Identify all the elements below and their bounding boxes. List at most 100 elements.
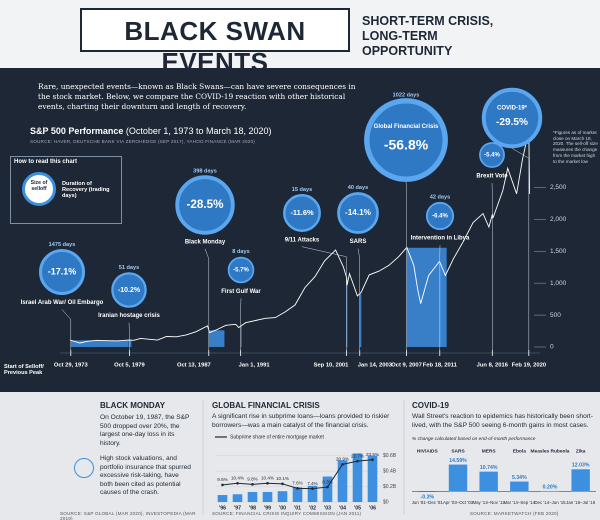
share-label: 9.8%: [247, 477, 257, 482]
how-to-read-title: How to read this chart: [14, 159, 78, 165]
selloff-bubble: [38, 248, 86, 296]
recovery-band: [70, 340, 129, 347]
x-tick-label: '96: [219, 505, 226, 511]
bar: [277, 491, 288, 502]
bar: [510, 481, 529, 492]
legend-bubble: [22, 172, 56, 206]
share-point: [311, 487, 314, 490]
selloff-label: -29.5%: [496, 117, 528, 128]
share-point: [296, 487, 299, 490]
how-to-read-box: [10, 156, 122, 224]
bar: [337, 460, 348, 502]
x-tick-label: Feb 19, 2020: [512, 363, 546, 369]
x-tick-label: '05: [354, 505, 361, 511]
x-tick-label: '00: [279, 505, 286, 511]
bar: [418, 491, 437, 492]
event-name: Black Monday: [185, 239, 226, 245]
leader-line: [405, 181, 407, 350]
event-name: Global Financial Crisis: [374, 124, 439, 130]
value-label: -0.3%: [421, 494, 435, 500]
recovery-band: [240, 326, 242, 347]
period-label: Jun '81–Dec '81: [412, 500, 444, 505]
title-box: [80, 8, 350, 52]
share-label: 8.3%: [322, 479, 332, 484]
panel-title: GLOBAL FINANCIAL CRISIS: [212, 401, 320, 410]
recovery-band: [208, 330, 225, 347]
share-point: [266, 481, 269, 485]
selloff-label: -5.7%: [233, 268, 249, 274]
x-tick-label: Oct 5, 1979: [114, 363, 145, 369]
x-tick-label: HIV/AIDS: [417, 448, 439, 454]
event-name: First Gulf War: [221, 289, 261, 295]
leader-line: [357, 248, 361, 350]
panel-text: On October 19, 1987, the S&P 500 dropped…: [100, 414, 190, 447]
main-source: SOURCE: HAVER, DEUTSCHE BANK VIA ZEROHED…: [30, 139, 256, 144]
share-point: [221, 483, 224, 487]
event-name: SARS: [350, 239, 367, 245]
x-tick-label: Oct 13, 1987: [177, 363, 211, 369]
bar: [292, 487, 303, 502]
panel-title: COVID-19: [412, 401, 449, 410]
x-tick-label: '98: [249, 505, 256, 511]
event-name: 9/11 Attacks: [285, 237, 320, 243]
selloff-bubble: [479, 142, 505, 168]
event-name: Israel Arab War/ Oil Embargo: [21, 300, 104, 306]
x-tick-label: '03: [324, 505, 331, 511]
bar: [262, 491, 273, 502]
y-tick-label: $0.4B: [383, 468, 397, 474]
x-tick-label: '06: [369, 505, 376, 511]
value-label: 0.20%: [543, 484, 558, 490]
recovery-label: 15 days: [292, 187, 313, 193]
panel-title: BLACK MONDAY: [100, 401, 166, 410]
main-chart-subtitle: (October 1, 1973 to March 18, 2020): [125, 126, 272, 136]
recovery-label: 8 days: [232, 249, 249, 255]
selloff-label: -28.5%: [187, 198, 225, 211]
y-tick-label: 1,500: [550, 248, 567, 255]
value-label: 10.74%: [480, 465, 498, 471]
y-tick-label: $0: [383, 499, 389, 505]
intro: Rare, unexpected events—known as Black S…: [38, 82, 356, 111]
x-tick-label: MERS: [482, 448, 497, 454]
selloff-bubble: [337, 192, 379, 234]
value-label: 5.34%: [512, 475, 527, 481]
period-label: Mar '14–Sep '14: [503, 500, 535, 505]
share-label: 7.6%: [292, 481, 302, 486]
share-label: 23.5%: [366, 452, 379, 457]
y-tick-label: $0.2B: [383, 484, 397, 490]
x-tick-label: '02: [309, 505, 316, 511]
panel-source: SOURCE: S&P GLOBAL (MAR 2020), INVESTOPE…: [60, 511, 196, 520]
selloff-label: -56.8%: [384, 137, 429, 153]
panel-source: SOURCE: MARKETWATCH (FEB 2020): [470, 511, 559, 516]
y-tick-label: 1,000: [550, 280, 567, 287]
selloff-bubble: [175, 175, 235, 235]
y-tick-label: $0.6B: [383, 453, 397, 459]
legend-label: Subprime share of entire mortgage market: [230, 434, 325, 440]
x-tick-label: '01: [294, 505, 301, 511]
bar: [232, 494, 243, 502]
start-label: Start of Selloff/ Previous Peak: [4, 364, 44, 376]
x-tick-label: SARS: [451, 448, 465, 454]
bar: [448, 464, 468, 492]
x-tick-label: '04: [339, 505, 346, 511]
share-point: [236, 481, 239, 485]
event-name: Intervention in Libya: [411, 236, 470, 242]
legend-duration-label: Duration of Recovery (trading days): [62, 181, 110, 199]
y-tick-label: 2,000: [550, 216, 567, 223]
y-tick-label: 0: [550, 344, 554, 351]
x-tick-label: Zika: [576, 448, 586, 454]
x-tick-label: Oct 9, 2007: [391, 363, 422, 369]
period-label: Apr '03–Oct '03: [443, 500, 474, 505]
bar: [217, 495, 228, 502]
x-tick-label: Sep 10, 2001: [314, 363, 350, 369]
recovery-band: [439, 262, 442, 347]
selloff-bubble: [364, 98, 448, 182]
period-label: May '13–Nov '13: [472, 500, 505, 505]
leader-line: [301, 246, 347, 350]
event-name: COVID-19*: [497, 106, 528, 112]
x-tick-label: Oct 29, 1973: [54, 363, 89, 369]
recovery-band: [346, 277, 348, 347]
selloff-label: -17.1%: [48, 266, 77, 276]
subtitle: SHORT-TERM CRISIS, LONG-TERM OPPORTUNITY: [362, 14, 494, 58]
